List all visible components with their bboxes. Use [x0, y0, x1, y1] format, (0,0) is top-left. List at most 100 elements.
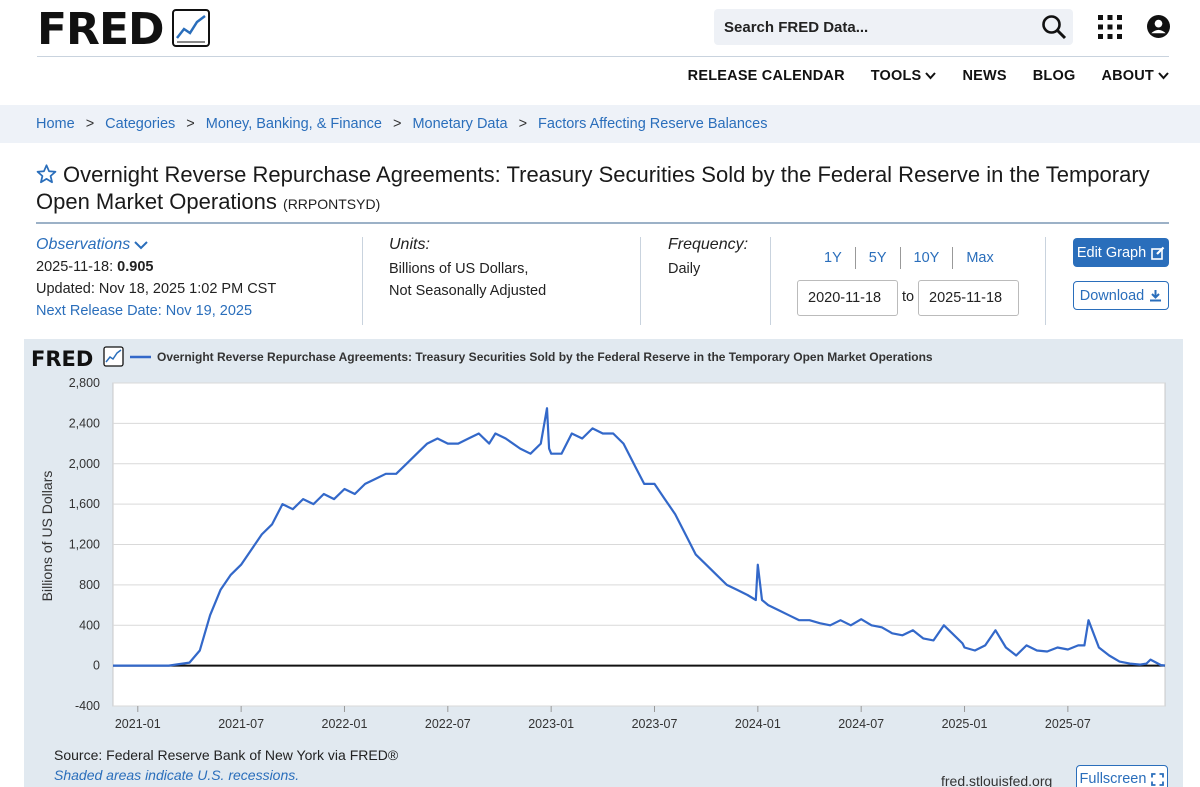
y-tick-label: 1,600 [69, 497, 100, 511]
search-icon[interactable] [1041, 14, 1067, 45]
breadcrumb-monetary-data[interactable]: Monetary Data [412, 116, 508, 132]
fullscreen-label: Fullscreen [1079, 771, 1147, 787]
frequency-value: Daily [668, 261, 701, 277]
breadcrumb-money-banking[interactable]: Money, Banking, & Finance [205, 116, 382, 132]
breadcrumb-categories[interactable]: Categories [105, 116, 176, 132]
nav-label: RELEASE CALENDAR [687, 68, 845, 84]
range-10y-button[interactable]: 10Y [901, 247, 954, 269]
y-tick-label: 400 [79, 618, 100, 632]
end-date-input[interactable] [918, 280, 1019, 316]
recession-note: Shaded areas indicate U.S. recessions. [54, 767, 300, 783]
apps-grid-icon[interactable] [1098, 15, 1122, 44]
x-tick-label: 2025-07 [1045, 717, 1091, 731]
chevron-down-icon [925, 72, 937, 80]
observations-label: Observations [36, 236, 131, 253]
meta-divider [640, 237, 641, 325]
edit-icon [1151, 246, 1165, 260]
download-label: Download [1079, 287, 1145, 304]
breadcrumb-home[interactable]: Home [36, 116, 75, 132]
meta-divider [1045, 237, 1046, 325]
series-line [113, 407, 1166, 667]
chart-title: Overnight Reverse Repurchase Agreements:… [157, 350, 933, 364]
title-divider [36, 222, 1169, 224]
y-tick-label: 2,400 [69, 416, 100, 430]
updated-text: Updated: Nov 18, 2025 1:02 PM CST [36, 281, 277, 297]
user-account-icon[interactable] [1147, 15, 1170, 43]
fullscreen-button[interactable]: Fullscreen [1076, 765, 1168, 787]
nav-label: TOOLS [870, 68, 922, 84]
header-divider [37, 56, 1169, 57]
nav-label: BLOG [1032, 68, 1076, 84]
nav-news[interactable]: NEWS [962, 68, 1006, 84]
nav-label: NEWS [962, 68, 1007, 84]
x-tick-label: 2024-07 [838, 717, 884, 731]
search-input[interactable] [724, 18, 1024, 36]
start-date-input[interactable] [797, 280, 898, 316]
date-range-to-label: to [902, 289, 915, 305]
x-tick-label: 2024-01 [735, 717, 781, 731]
latest-observation: 2025-11-18: 0.905 [36, 256, 276, 278]
breadcrumb-separator: > [518, 116, 528, 132]
units-line2: Not Seasonally Adjusted [389, 283, 547, 299]
search-box [714, 9, 1073, 45]
y-tick-label: -400 [75, 699, 100, 713]
edit-graph-button[interactable]: Edit Graph [1073, 238, 1169, 267]
observation-date: 2025-11-18: [36, 259, 114, 275]
x-tick-label: 2023-01 [528, 717, 574, 731]
chart-source: Source: Federal Reserve Bank of New York… [54, 747, 399, 763]
range-max-button[interactable]: Max [966, 250, 994, 266]
breadcrumb-separator: > [393, 116, 402, 132]
series-title: Overnight Reverse Repurchase Agreements:… [36, 162, 1150, 214]
units-label: Units: [389, 236, 430, 253]
x-tick-label: 2022-07 [425, 717, 471, 731]
fullscreen-icon [1151, 772, 1165, 786]
nav-tools[interactable]: TOOLS [871, 68, 937, 84]
chevron-down-icon [1158, 72, 1169, 80]
x-tick-label: 2021-01 [115, 717, 161, 731]
meta-divider [362, 237, 363, 325]
breadcrumb: Home > Categories > Money, Banking, & Fi… [0, 105, 1200, 143]
edit-graph-label: Edit Graph [1076, 244, 1147, 261]
nav-label: ABOUT [1101, 68, 1154, 84]
observations-toggle[interactable]: Observations [36, 236, 276, 254]
range-5y-button[interactable]: 5Y [856, 247, 901, 269]
breadcrumb-reserve-balances[interactable]: Factors Affecting Reserve Balances [538, 116, 768, 132]
y-tick-label: 0 [93, 659, 100, 673]
y-axis-label: Billions of US Dollars [39, 471, 55, 602]
x-tick-label: 2023-07 [632, 717, 678, 731]
fred-logo[interactable]: FRED [37, 8, 210, 52]
nav-blog[interactable]: BLOG [1033, 68, 1076, 84]
chart-svg[interactable]: FRED Overnight Reverse Repurchase Agreem… [24, 339, 1183, 739]
units-line1: Billions of US Dollars, [389, 261, 529, 277]
y-tick-label: 2,000 [69, 457, 100, 471]
y-tick-label: 1,200 [69, 538, 100, 552]
main-nav: RELEASE CALENDAR TOOLS NEWS BLOG ABOUT [688, 68, 1169, 84]
x-tick-label: 2022-01 [322, 717, 368, 731]
chart-site-url: fred.stlouisfed.org [941, 773, 1053, 787]
page-title: Overnight Reverse Repurchase Agreements:… [36, 162, 1171, 217]
nav-about[interactable]: ABOUT [1101, 68, 1169, 84]
x-tick-label: 2025-01 [942, 717, 988, 731]
breadcrumb-separator: > [85, 116, 95, 132]
chart-logo-icon [103, 346, 124, 367]
x-tick-label: 2021-07 [218, 717, 264, 731]
breadcrumb-separator: > [186, 116, 195, 132]
chart-panel: FRED Overnight Reverse Repurchase Agreem… [24, 339, 1183, 787]
chart-logo: FRED [31, 347, 93, 371]
range-buttons: 1Y 5Y 10Y Max [811, 247, 1007, 269]
download-icon [1150, 290, 1162, 302]
observation-value: 0.905 [117, 259, 154, 275]
nav-release-calendar[interactable]: RELEASE CALENDAR [688, 68, 845, 84]
plot-area: 2,800 2,400 2,000 1,600 1,200 800 400 0 -400 2021… [69, 376, 1166, 731]
frequency-label: Frequency: [668, 236, 749, 253]
meta-divider [770, 237, 771, 325]
observations-block: Observations 2025-11-18: 0.905 Updated: … [36, 236, 276, 322]
units-block: Units: Billions of US Dollars, Not Seaso… [389, 236, 546, 302]
next-release-link[interactable]: Next Release Date: Nov 19, 2025 [36, 303, 253, 319]
frequency-block: Frequency: Daily [668, 236, 748, 280]
y-tick-label: 2,800 [69, 376, 100, 390]
range-1y-button[interactable]: 1Y [811, 247, 856, 269]
download-button[interactable]: Download [1073, 281, 1169, 310]
chevron-down-icon [134, 240, 148, 249]
star-icon[interactable] [36, 164, 57, 189]
